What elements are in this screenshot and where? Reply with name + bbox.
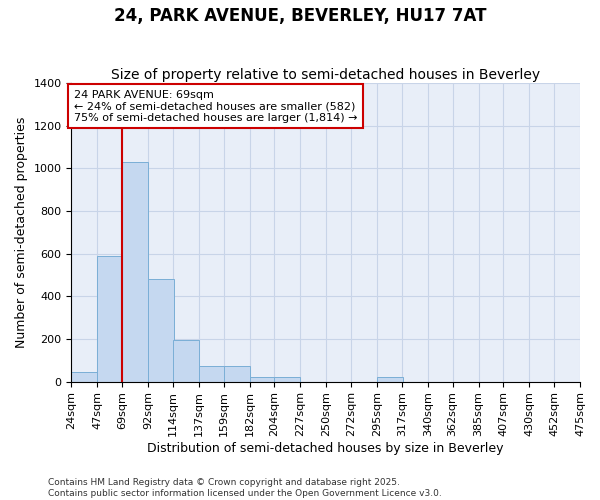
Bar — [71, 372, 97, 382]
Y-axis label: Number of semi-detached properties: Number of semi-detached properties — [15, 116, 28, 348]
Bar — [97, 256, 123, 382]
Bar — [199, 366, 225, 382]
Bar — [122, 162, 148, 382]
Bar — [148, 280, 174, 382]
Bar — [173, 340, 199, 382]
Text: 24, PARK AVENUE, BEVERLEY, HU17 7AT: 24, PARK AVENUE, BEVERLEY, HU17 7AT — [114, 8, 486, 26]
Bar — [224, 366, 250, 382]
X-axis label: Distribution of semi-detached houses by size in Beverley: Distribution of semi-detached houses by … — [148, 442, 504, 455]
Bar — [377, 378, 403, 382]
Text: Contains HM Land Registry data © Crown copyright and database right 2025.
Contai: Contains HM Land Registry data © Crown c… — [48, 478, 442, 498]
Bar — [250, 377, 275, 382]
Bar — [274, 377, 301, 382]
Text: 24 PARK AVENUE: 69sqm
← 24% of semi-detached houses are smaller (582)
75% of sem: 24 PARK AVENUE: 69sqm ← 24% of semi-deta… — [74, 90, 357, 123]
Title: Size of property relative to semi-detached houses in Beverley: Size of property relative to semi-detach… — [111, 68, 540, 82]
